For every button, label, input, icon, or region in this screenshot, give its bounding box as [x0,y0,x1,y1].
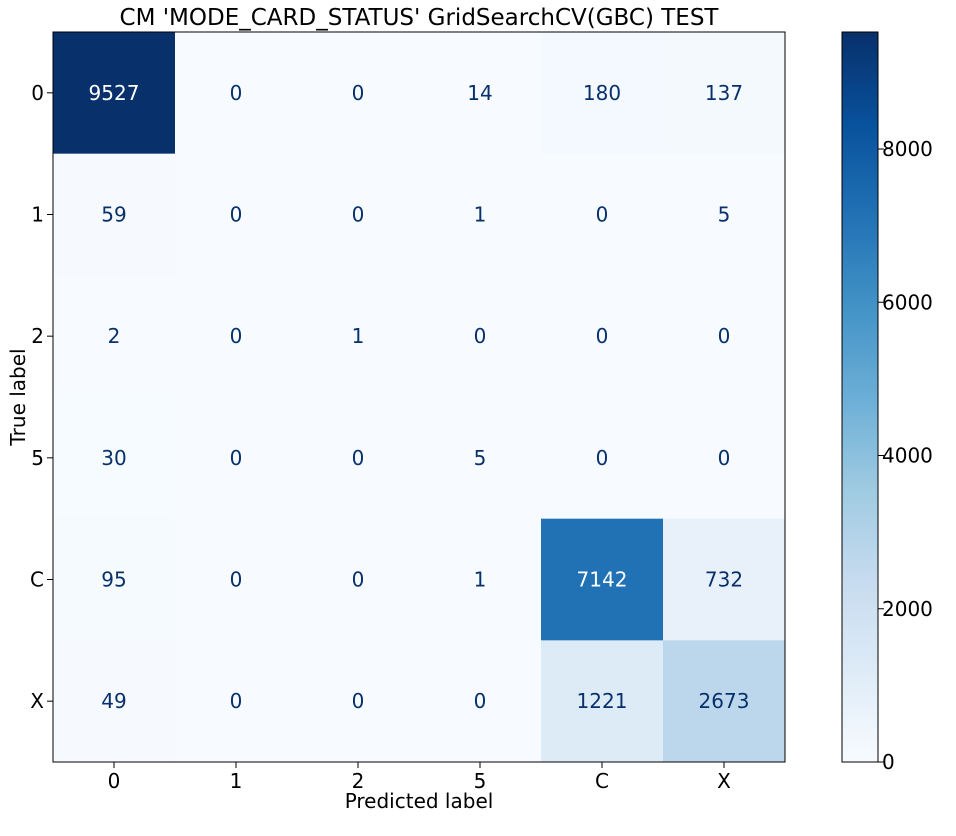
matrix-cell [175,518,298,641]
matrix-cell [175,153,298,276]
matrix-cell [541,518,664,641]
x-tick-label: 1 [230,769,243,793]
cell-value-label: 0 [352,689,365,713]
y-tick-label: 1 [31,203,44,227]
chart-title: CM 'MODE_CARD_STATUS' GridSearchCV(GBC) … [120,5,720,31]
cell-value-label: 0 [718,446,731,470]
colorbar-tick-label: 4000 [882,444,933,468]
cell-value-label: 0 [596,446,609,470]
matrix-cell [53,275,176,398]
matrix-cell [419,32,542,155]
cell-value-label: 9527 [89,81,140,105]
matrix-cell [297,640,420,763]
cell-value-label: 7142 [577,568,628,592]
cell-value-label: 0 [596,324,609,348]
x-tick-label: 5 [474,769,487,793]
cell-value-label: 180 [583,81,621,105]
matrix-cell [53,518,176,641]
matrix-cell [541,640,664,763]
y-tick-label: C [30,568,44,592]
cell-value-label: 0 [352,81,365,105]
cell-value-label: 59 [101,203,126,227]
colorbar-tick-label: 2000 [882,597,933,621]
cell-value-label: 0 [230,446,243,470]
x-tick-label: 2 [352,769,365,793]
matrix-cell [175,275,298,398]
matrix-cell [541,275,664,398]
y-tick-label: 2 [31,324,44,348]
cell-value-label: 1 [474,203,487,227]
colorbar [841,31,879,763]
matrix-cell [663,275,786,398]
cell-value-label: 5 [474,446,487,470]
cell-value-label: 1221 [577,689,628,713]
matrix-cell [663,32,786,155]
cell-value-label: 49 [101,689,126,713]
y-tick-label: X [30,689,44,713]
x-tick-label: 0 [108,769,121,793]
colorbar-tick-label: 6000 [882,290,933,314]
cell-value-label: 732 [705,568,743,592]
cell-value-label: 0 [718,324,731,348]
cell-value-label: 30 [101,446,126,470]
cell-value-label: 0 [596,203,609,227]
cell-value-label: 0 [230,568,243,592]
matrix-cell [663,640,786,763]
cell-value-label: 137 [705,81,743,105]
matrix-cell [541,397,664,520]
y-axis-ticks: 0 1 2 5 C X [30,81,53,713]
cell-value-label: 0 [230,324,243,348]
cell-value-label: 0 [230,203,243,227]
cell-value-label: 0 [474,324,487,348]
matrix-cell [297,275,420,398]
x-tick-label: C [595,769,609,793]
matrix-cell [419,518,542,641]
cell-value-label: 0 [230,81,243,105]
cell-value-label: 5 [718,203,731,227]
cell-value-label: 14 [467,81,492,105]
cell-value-label: 2 [108,324,121,348]
y-tick-label: 0 [31,81,44,105]
matrix-cell [663,397,786,520]
matrix-cell [419,153,542,276]
colorbar-ticks: 0 2000 4000 6000 8000 [878,137,933,774]
matrix-cells: 9527 0 0 14 180 137 59 0 0 1 0 5 2 0 1 0 0 0 30 0 0 5 0 0 95 0 0 1 7… [53,32,786,763]
y-tick-label: 5 [31,446,44,470]
cell-value-label: 2673 [699,689,750,713]
matrix-cell [53,32,176,155]
matrix-cell [175,640,298,763]
matrix-cell [53,640,176,763]
cell-value-label: 0 [474,689,487,713]
matrix-cell [663,153,786,276]
matrix-cell [297,518,420,641]
y-axis-label: True label [6,348,30,446]
cell-value-label: 1 [474,568,487,592]
matrix-cell [419,397,542,520]
cell-value-label: 0 [230,689,243,713]
matrix-cell [297,397,420,520]
matrix-cell [663,518,786,641]
x-axis-label: Predicted label [345,789,494,813]
matrix-cell [541,153,664,276]
matrix-cell [297,32,420,155]
matrix-cell [419,640,542,763]
x-tick-label: X [717,769,731,793]
matrix-cell [175,32,298,155]
cell-value-label: 0 [352,446,365,470]
colorbar-tick-label: 0 [882,750,895,774]
matrix-cell [53,153,176,276]
matrix-cell [541,32,664,155]
plot-frame [52,31,786,763]
matrix-cell [297,153,420,276]
cell-value-label: 95 [101,568,126,592]
cell-value-label: 0 [352,203,365,227]
matrix-cell [53,397,176,520]
cell-value-label: 0 [352,568,365,592]
matrix-cell [419,275,542,398]
x-axis-ticks: 0 1 2 5 C X [108,762,731,793]
colorbar-tick-label: 8000 [882,137,933,161]
cell-value-label: 1 [352,324,365,348]
matrix-cell [175,397,298,520]
